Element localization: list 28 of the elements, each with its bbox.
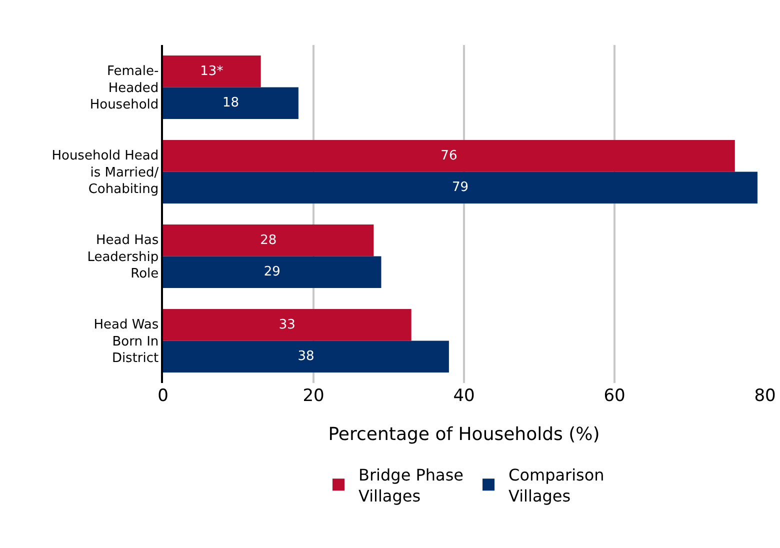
x-axis-title: Percentage of Households (%) bbox=[328, 424, 600, 446]
data-label: 33 bbox=[278, 317, 296, 332]
bar bbox=[163, 224, 374, 256]
data-label: 28 bbox=[260, 232, 277, 248]
bar bbox=[163, 56, 261, 88]
bar bbox=[163, 340, 449, 372]
x-tick-label: 0 bbox=[158, 386, 168, 406]
y-tick-label: Household Head is Married/ Cohabiting bbox=[52, 148, 160, 198]
data-label: 76 bbox=[440, 148, 458, 164]
data-label: 38 bbox=[298, 349, 314, 364]
y-tick-label: Head Has Leadership Role bbox=[87, 232, 159, 282]
y-tick-label: Female- Headed Household bbox=[90, 64, 159, 113]
legend-label: Comparison Villages bbox=[508, 466, 604, 506]
bar bbox=[163, 309, 412, 341]
data-label: 79 bbox=[452, 180, 469, 196]
bar bbox=[163, 256, 382, 288]
legend-label: Bridge Phase Villages bbox=[358, 466, 464, 506]
bar bbox=[163, 140, 735, 172]
y-tick-label: Head Was Born In District bbox=[94, 317, 159, 366]
x-tick-label: 20 bbox=[302, 386, 324, 406]
x-tick-label: 80 bbox=[754, 386, 776, 406]
data-label: 29 bbox=[264, 264, 280, 280]
data-label: 13* bbox=[200, 64, 224, 79]
bar bbox=[163, 87, 298, 119]
bar bbox=[163, 172, 758, 204]
x-tick-label: 40 bbox=[453, 386, 475, 406]
x-tick-label: 60 bbox=[604, 386, 626, 406]
data-label: 18 bbox=[222, 96, 239, 111]
